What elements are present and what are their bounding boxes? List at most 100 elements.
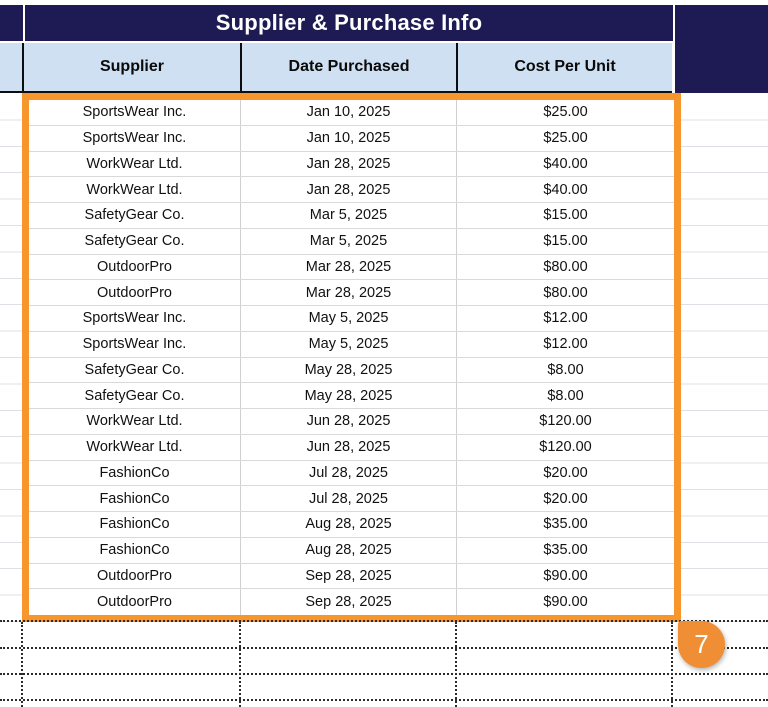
table-row[interactable]: FashionCo Jul 28, 2025 $20.00 — [29, 460, 674, 487]
supplier-cell[interactable]: SafetyGear Co. — [84, 387, 185, 404]
date-purchased-cell[interactable]: Mar 28, 2025 — [240, 254, 456, 280]
date-purchased-cell[interactable]: Aug 28, 2025 — [240, 512, 456, 537]
table-row[interactable]: WorkWear Ltd. Jan 28, 2025 $40.00 — [29, 177, 674, 203]
title-row-left-stub — [0, 5, 23, 41]
cost-per-unit-cell[interactable]: $15.00 — [456, 203, 674, 228]
date-purchased-cell[interactable]: Jul 28, 2025 — [240, 460, 456, 486]
table-row[interactable]: FashionCo Jul 28, 2025 $20.00 — [29, 486, 674, 512]
dotted-column-border — [671, 622, 673, 707]
table-row[interactable]: FashionCo Aug 28, 2025 $35.00 — [29, 537, 674, 564]
cost-per-unit-cell[interactable]: $15.00 — [456, 228, 674, 254]
table-header-row: Supplier Date Purchased Cost Per Unit — [0, 43, 672, 93]
date-purchased-cell[interactable]: Jul 28, 2025 — [240, 486, 456, 511]
supplier-cell[interactable]: OutdoorPro — [97, 567, 172, 584]
table-row[interactable]: WorkWear Ltd. Jun 28, 2025 $120.00 — [29, 409, 674, 435]
supplier-cell[interactable]: OutdoorPro — [97, 594, 172, 611]
date-purchased-cell[interactable]: May 5, 2025 — [240, 331, 456, 357]
table-row[interactable]: SportsWear Inc. May 5, 2025 $12.00 — [29, 306, 674, 332]
cost-per-unit-cell[interactable]: $35.00 — [456, 537, 674, 563]
date-purchased-cell[interactable]: May 28, 2025 — [240, 383, 456, 408]
date-purchased-cell[interactable]: Jan 28, 2025 — [240, 177, 456, 202]
table-row[interactable]: WorkWear Ltd. Jun 28, 2025 $120.00 — [29, 434, 674, 461]
table-row[interactable]: SafetyGear Co. Mar 5, 2025 $15.00 — [29, 228, 674, 255]
supplier-cell[interactable]: WorkWear Ltd. — [86, 439, 183, 456]
left-gridline-strip — [0, 94, 22, 622]
table-row[interactable]: FashionCo Aug 28, 2025 $35.00 — [29, 512, 674, 538]
column-header-supplier[interactable]: Supplier — [22, 43, 240, 91]
date-purchased-cell[interactable]: Jun 28, 2025 — [240, 434, 456, 460]
supplier-cell[interactable]: SafetyGear Co. — [84, 361, 185, 378]
cost-per-unit-cell[interactable]: $25.00 — [456, 100, 674, 125]
table-row[interactable]: OutdoorPro Sep 28, 2025 $90.00 — [29, 563, 674, 590]
date-purchased-cell[interactable]: Jan 28, 2025 — [240, 151, 456, 177]
cost-per-unit-cell[interactable]: $40.00 — [456, 177, 674, 202]
table-row[interactable]: SafetyGear Co. Mar 5, 2025 $15.00 — [29, 203, 674, 229]
table-row[interactable]: SportsWear Inc. May 5, 2025 $12.00 — [29, 331, 674, 358]
date-purchased-cell[interactable]: Jun 28, 2025 — [240, 409, 456, 434]
date-purchased-cell[interactable]: Jan 10, 2025 — [240, 100, 456, 125]
date-purchased-cell[interactable]: Mar 5, 2025 — [240, 228, 456, 254]
table-row[interactable]: SportsWear Inc. Jan 10, 2025 $25.00 — [29, 100, 674, 126]
dotted-column-border — [455, 622, 457, 707]
header-left-stub-cell — [0, 43, 22, 91]
supplier-cell[interactable]: OutdoorPro — [97, 284, 172, 301]
table-row[interactable]: SafetyGear Co. May 28, 2025 $8.00 — [29, 357, 674, 384]
supplier-cell[interactable]: SportsWear Inc. — [82, 310, 187, 327]
cost-per-unit-cell[interactable]: $120.00 — [456, 434, 674, 460]
supplier-cell[interactable]: SafetyGear Co. — [84, 233, 185, 250]
cost-per-unit-cell[interactable]: $8.00 — [456, 357, 674, 383]
supplier-cell[interactable]: FashionCo — [99, 464, 170, 481]
dotted-row-border — [0, 620, 768, 622]
date-purchased-cell[interactable]: May 28, 2025 — [240, 357, 456, 383]
table-row[interactable]: OutdoorPro Mar 28, 2025 $80.00 — [29, 280, 674, 306]
table-title-bar: Supplier & Purchase Info — [25, 5, 673, 41]
annotation-badge-number: 7 — [694, 629, 709, 659]
date-purchased-cell[interactable]: Sep 28, 2025 — [240, 589, 456, 615]
supplier-cell[interactable]: WorkWear Ltd. — [86, 155, 183, 172]
supplier-cell[interactable]: WorkWear Ltd. — [86, 181, 183, 198]
dotted-row-border — [0, 673, 768, 675]
date-purchased-cell[interactable]: Sep 28, 2025 — [240, 563, 456, 589]
right-gridline-strip — [681, 94, 768, 622]
cost-per-unit-cell[interactable]: $120.00 — [456, 409, 674, 434]
supplier-cell[interactable]: FashionCo — [99, 542, 170, 559]
table-row[interactable]: OutdoorPro Mar 28, 2025 $80.00 — [29, 254, 674, 281]
supplier-cell[interactable]: SafetyGear Co. — [84, 207, 185, 224]
date-purchased-cell[interactable]: Aug 28, 2025 — [240, 537, 456, 563]
cost-per-unit-cell[interactable]: $80.00 — [456, 280, 674, 305]
cost-per-unit-cell[interactable]: $80.00 — [456, 254, 674, 280]
date-purchased-cell[interactable]: Jan 10, 2025 — [240, 125, 456, 151]
dotted-column-border — [21, 622, 23, 707]
table-row[interactable]: SafetyGear Co. May 28, 2025 $8.00 — [29, 383, 674, 409]
supplier-cell[interactable]: FashionCo — [99, 490, 170, 507]
table-row[interactable]: OutdoorPro Sep 28, 2025 $90.00 — [29, 589, 674, 615]
dotted-column-border — [239, 622, 241, 707]
cost-per-unit-cell[interactable]: $12.00 — [456, 331, 674, 357]
dotted-row-border — [0, 647, 768, 649]
date-purchased-cell[interactable]: May 5, 2025 — [240, 306, 456, 331]
supplier-cell[interactable]: FashionCo — [99, 516, 170, 533]
cost-per-unit-cell[interactable]: $90.00 — [456, 563, 674, 589]
cost-per-unit-cell[interactable]: $20.00 — [456, 486, 674, 511]
date-purchased-cell[interactable]: Mar 28, 2025 — [240, 280, 456, 305]
supplier-cell[interactable]: WorkWear Ltd. — [86, 413, 183, 430]
cost-per-unit-cell[interactable]: $12.00 — [456, 306, 674, 331]
cost-per-unit-cell[interactable]: $20.00 — [456, 460, 674, 486]
cost-per-unit-cell[interactable]: $40.00 — [456, 151, 674, 177]
cost-per-unit-cell[interactable]: $35.00 — [456, 512, 674, 537]
supplier-cell[interactable]: SportsWear Inc. — [82, 130, 187, 147]
cost-per-unit-cell[interactable]: $25.00 — [456, 125, 674, 151]
supplier-cell[interactable]: SportsWear Inc. — [82, 104, 187, 121]
column-header-date-purchased[interactable]: Date Purchased — [240, 43, 456, 91]
table-row[interactable]: WorkWear Ltd. Jan 28, 2025 $40.00 — [29, 151, 674, 178]
date-purchased-cell[interactable]: Mar 5, 2025 — [240, 203, 456, 228]
annotation-badge-7[interactable]: 7 — [678, 621, 725, 668]
cost-per-unit-cell[interactable]: $90.00 — [456, 589, 674, 615]
supplier-cell[interactable]: OutdoorPro — [97, 258, 172, 275]
table-row[interactable]: SportsWear Inc. Jan 10, 2025 $25.00 — [29, 125, 674, 152]
supplier-cell[interactable]: SportsWear Inc. — [82, 336, 187, 353]
column-header-cost-per-unit[interactable]: Cost Per Unit — [456, 43, 672, 91]
cost-per-unit-cell[interactable]: $8.00 — [456, 383, 674, 408]
page-title: Supplier & Purchase Info — [215, 10, 483, 35]
